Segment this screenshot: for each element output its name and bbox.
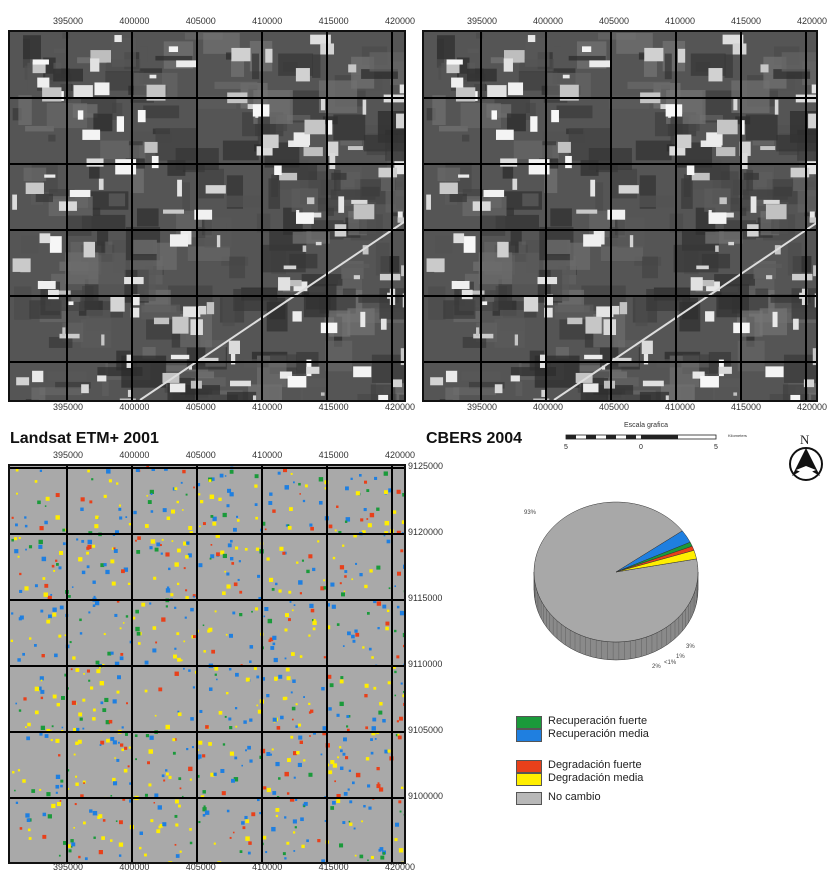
legend-item-degradacion-fuerte: Degradación fuerte — [516, 759, 642, 773]
landsat-x-tick-bottom: 400000 — [119, 402, 150, 412]
cbers-x-tick-bottom: 410000 — [664, 402, 696, 412]
change-map-x-tick-bottom: 400000 — [119, 862, 150, 872]
change-pie-chart: 93% 3% 1% <1% 2% — [516, 494, 716, 674]
legend-label: Degradación fuerte — [548, 759, 642, 771]
landsat-x-tick-top: 415000 — [318, 16, 349, 26]
legend-swatch — [516, 729, 542, 742]
scale-bar-unit: Kilometers — [728, 433, 747, 438]
north-arrow-icon — [789, 447, 823, 481]
change-map-y-tick: 9115000 — [408, 593, 443, 603]
change-map-y-tick: 9125000 — [408, 461, 444, 471]
legend-label: No cambio — [548, 791, 601, 803]
cbers-x-tick-bottom: 415000 — [730, 402, 762, 412]
scale-bar-graphic — [565, 434, 717, 440]
change-map-x-tick-top: 415000 — [318, 450, 349, 460]
change-map-x-tick-top: 400000 — [119, 450, 150, 460]
pie-label-1: 1% — [676, 654, 685, 660]
change-map-x-tick-bottom: 420000 — [384, 862, 416, 872]
legend-item-recuperacion-media: Recuperación media — [516, 728, 649, 742]
pie-label-lt1: <1% — [664, 660, 677, 666]
landsat-x-tick-bottom: 415000 — [318, 402, 349, 412]
cbers-caption: CBERS 2004 — [426, 430, 523, 447]
legend-swatch — [516, 773, 542, 786]
cbers-image — [424, 32, 816, 400]
cbers-x-tick-top: 415000 — [730, 16, 762, 26]
change-map — [10, 466, 404, 862]
legend-label: Recuperación fuerte — [548, 715, 648, 727]
legend-label: Recuperación media — [548, 728, 649, 740]
pie-label-2: 2% — [652, 664, 661, 670]
change-map-x-tick-bottom: 415000 — [318, 862, 349, 872]
landsat-x-tick-top: 420000 — [384, 16, 416, 26]
change-map-y-tick: 9105000 — [408, 725, 444, 735]
legend-swatch — [516, 716, 542, 729]
pie-chart-svg — [533, 501, 699, 661]
scale-bar-mid-label: 0 — [639, 444, 643, 451]
change-map-panel — [8, 464, 406, 864]
cbers-x-tick-top: 420000 — [796, 16, 827, 26]
cbers-x-tick-bottom: 400000 — [532, 402, 564, 412]
cbers-image-panel — [422, 30, 818, 402]
change-map-y-tick: 9100000 — [408, 791, 444, 801]
cbers-x-tick-bottom: 405000 — [598, 402, 630, 412]
landsat-x-tick-top: 395000 — [52, 16, 84, 26]
north-label: N — [800, 432, 810, 447]
legend-item-degradacion-media: Degradación media — [516, 772, 643, 786]
legend-item-no-cambio: No cambio — [516, 791, 601, 805]
landsat-image-panel — [8, 30, 406, 402]
change-map-x-tick-top: 410000 — [252, 450, 283, 460]
cbers-x-tick-top: 405000 — [598, 16, 630, 26]
legend-swatch — [516, 792, 542, 805]
scale-bar-left-label: 5 — [564, 444, 568, 451]
legend-item-recuperacion-fuerte: Recuperación fuerte — [516, 715, 647, 729]
landsat-x-tick-bottom: 395000 — [52, 402, 84, 412]
cbers-x-tick-bottom: 395000 — [466, 402, 498, 412]
change-map-x-tick-bottom: 395000 — [52, 862, 84, 872]
landsat-x-tick-bottom: 405000 — [185, 402, 216, 412]
legend-swatch — [516, 760, 542, 773]
pie-label-93: 93% — [524, 510, 537, 516]
landsat-x-tick-top: 400000 — [119, 16, 150, 26]
north-arrow: N — [788, 432, 824, 488]
scale-bar-right-label: 5 — [714, 444, 718, 451]
cbers-x-tick-top: 395000 — [466, 16, 498, 26]
scale-bar: Escala grafica 5 0 5 Kilometers — [560, 422, 760, 452]
cbers-x-tick-top: 400000 — [532, 16, 564, 26]
landsat-x-tick-top: 410000 — [252, 16, 283, 26]
change-map-y-tick: 9110000 — [408, 659, 443, 669]
legend-label: Degradación media — [548, 772, 644, 784]
change-map-y-tick: 9120000 — [408, 527, 444, 537]
landsat-x-tick-bottom: 410000 — [252, 402, 283, 412]
landsat-caption: Landsat ETM+ 2001 — [10, 430, 159, 447]
change-map-x-tick-top: 405000 — [185, 450, 216, 460]
pie-slice — [615, 550, 697, 573]
scale-bar-title: Escala grafica — [624, 422, 668, 429]
cbers-x-tick-bottom: 420000 — [796, 402, 827, 412]
pie-label-3: 3% — [686, 644, 695, 650]
change-map-x-tick-top: 395000 — [52, 450, 84, 460]
cbers-x-tick-top: 410000 — [664, 16, 696, 26]
change-map-x-tick-top: 420000 — [384, 450, 416, 460]
landsat-image — [10, 32, 404, 400]
landsat-x-tick-top: 405000 — [185, 16, 216, 26]
change-map-x-tick-bottom: 410000 — [252, 862, 283, 872]
change-map-x-tick-bottom: 405000 — [185, 862, 216, 872]
landsat-x-tick-bottom: 420000 — [384, 402, 416, 412]
